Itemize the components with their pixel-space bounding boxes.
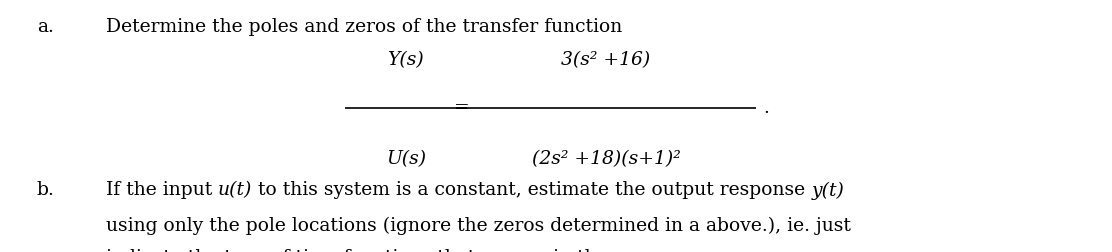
Text: y(t): y(t) — [812, 181, 844, 200]
Text: (2s² +18)(s+1)²: (2s² +18)(s+1)² — [532, 150, 681, 168]
Text: If the input: If the input — [106, 181, 218, 199]
Text: Determine the poles and zeros of the transfer function: Determine the poles and zeros of the tra… — [106, 18, 622, 36]
Text: using only the pole locations (ignore the zeros determined in a above.), ie. jus: using only the pole locations (ignore th… — [106, 217, 851, 235]
Text: Y(s): Y(s) — [387, 51, 425, 70]
Text: 3(s² +16): 3(s² +16) — [562, 51, 651, 70]
Text: =: = — [454, 99, 469, 117]
Text: u(t): u(t) — [218, 181, 252, 199]
Text: a.: a. — [37, 18, 53, 36]
Text: b.: b. — [37, 181, 54, 199]
Text: indicate the type of time functions that appear in the response.: indicate the type of time functions that… — [106, 249, 705, 252]
Text: .: . — [763, 99, 768, 117]
Text: U(s): U(s) — [386, 150, 426, 168]
Text: to this system is a constant, estimate the output response: to this system is a constant, estimate t… — [252, 181, 812, 199]
